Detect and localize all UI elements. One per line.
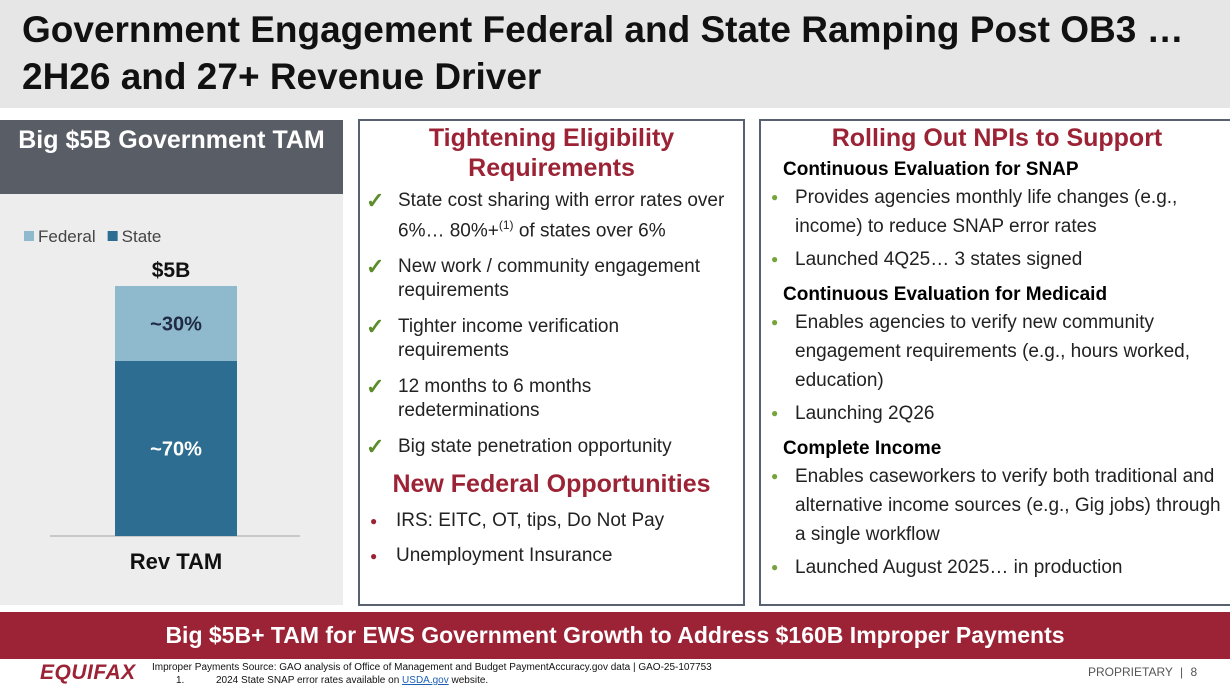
bullet: Enables agencies to verify new community… [761, 308, 1230, 395]
bullet-list: IRS: EITC, OT, tips, Do Not Pay Unemploy… [360, 509, 743, 568]
note: 2024 State SNAP error rates available on… [216, 675, 488, 686]
bullet: IRS: EITC, OT, tips, Do Not Pay [360, 509, 743, 533]
bullet-list: Enables agencies to verify new community… [761, 308, 1230, 428]
section-heading: Continuous Evaluation for SNAP [783, 159, 1079, 180]
note-text: 2024 State SNAP error rates available on [216, 675, 403, 686]
panel-subtitle: New Federal Opportunities [392, 470, 711, 499]
check-item: Big state penetration opportunity [362, 435, 735, 459]
proprietary: PROPRIETARY | 8 [1088, 665, 1197, 679]
legend-swatch [107, 231, 118, 241]
chart: Federal State ~70% ~30% $5B Rev TAM [24, 227, 300, 574]
note-number: 1. [176, 675, 185, 686]
value-label: ~70% [150, 439, 202, 461]
source: Improper Payments Source: GAO analysis o… [152, 662, 712, 673]
logo: EQUIFAX [40, 661, 136, 684]
section: Complete Income Enables caseworkers to ve… [761, 438, 1230, 582]
separator: | [1180, 665, 1184, 679]
link[interactable]: USDA.gov [402, 675, 449, 686]
legend-label: Federal [38, 227, 96, 246]
header: Government Engagement Federal and State … [0, 0, 1230, 108]
page-number: 8 [1190, 665, 1198, 679]
right-panel: Rolling Out NPIs to Support Continuous E… [759, 119, 1230, 606]
bullet: Launched August 2025… in production [761, 553, 1230, 582]
check-item: 12 months to 6 months redeterminations [362, 375, 735, 423]
section: Continuous Evaluation for SNAP Provides a… [761, 159, 1230, 274]
text: State cost sharing with error rates over… [398, 190, 725, 242]
bullet: Launching 2Q26 [761, 399, 1230, 428]
bullet-list: Provides agencies monthly life changes (… [761, 183, 1230, 274]
text: of states over 6% [513, 220, 666, 242]
footer: EQUIFAX Improper Payments Source: GAO an… [0, 659, 1230, 690]
check-item: New work / community engagement requirem… [362, 255, 735, 303]
bullet-list: Enables caseworkers to verify both tradi… [761, 462, 1230, 582]
check-item: State cost sharing with error rates over… [362, 189, 735, 243]
bar-segment [115, 286, 237, 361]
bullet: Enables caseworkers to verify both tradi… [761, 462, 1230, 549]
bullet: Unemployment Insurance [360, 544, 743, 568]
note-text: website. [448, 675, 489, 686]
label: PROPRIETARY [1088, 665, 1173, 679]
sections: Continuous Evaluation for SNAP Provides a… [761, 159, 1230, 582]
category-label: Rev TAM [130, 549, 223, 574]
total-label: $5B [152, 259, 191, 282]
section-heading: Complete Income [783, 438, 942, 459]
banner: Big $5B+ TAM for EWS Government Growth t… [0, 612, 1230, 659]
footnote-ref: (1) [498, 218, 514, 232]
title: Government Engagement Federal and State … [22, 9, 1184, 97]
section: Continuous Evaluation for Medicaid Enable… [761, 284, 1230, 428]
bullet: Launched 4Q25… 3 states signed [761, 245, 1230, 274]
legend-label: State [122, 227, 162, 246]
legend-swatch [24, 231, 34, 241]
check-list: State cost sharing with error rates over… [362, 189, 735, 459]
middle-panel: Tightening Eligibility Requirements Stat… [358, 119, 745, 606]
bullet: Provides agencies monthly life changes (… [761, 183, 1230, 241]
bar-segment [115, 361, 237, 536]
panel-title: Tightening Eligibility Requirements [428, 124, 675, 182]
check-item: Tighter income verification requirements [362, 315, 735, 363]
left-panel-title: Big $5B Government TAM [0, 120, 343, 194]
value-label: ~30% [150, 314, 202, 336]
section-heading: Continuous Evaluation for Medicaid [783, 284, 1108, 305]
panel-title: Rolling Out NPIs to Support [831, 124, 1163, 152]
